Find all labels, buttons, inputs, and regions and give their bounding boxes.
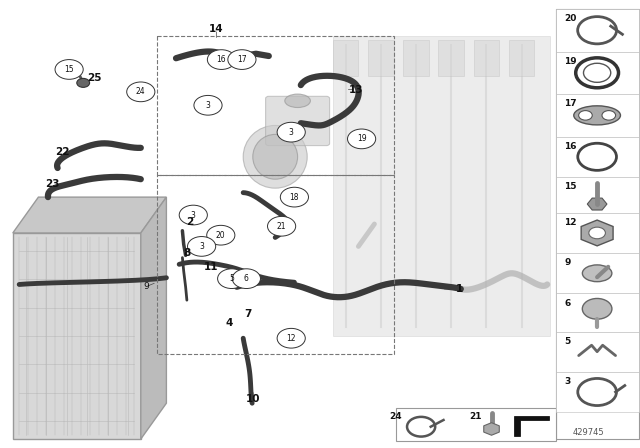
- FancyBboxPatch shape: [333, 40, 358, 76]
- Circle shape: [184, 209, 202, 221]
- Text: 15: 15: [64, 65, 74, 74]
- FancyBboxPatch shape: [556, 253, 639, 293]
- Circle shape: [228, 50, 256, 69]
- Circle shape: [55, 60, 83, 79]
- Text: 14: 14: [209, 24, 223, 34]
- FancyBboxPatch shape: [368, 40, 394, 76]
- Text: 18: 18: [290, 193, 299, 202]
- Text: 20: 20: [216, 231, 226, 240]
- FancyBboxPatch shape: [509, 40, 534, 76]
- FancyBboxPatch shape: [396, 408, 556, 441]
- Ellipse shape: [253, 134, 298, 179]
- FancyBboxPatch shape: [556, 9, 639, 52]
- FancyBboxPatch shape: [556, 177, 639, 213]
- Circle shape: [218, 269, 246, 289]
- Polygon shape: [333, 36, 550, 336]
- Circle shape: [582, 298, 612, 319]
- FancyBboxPatch shape: [474, 40, 499, 76]
- Text: 5: 5: [564, 337, 571, 346]
- Text: 3: 3: [564, 377, 571, 386]
- Text: 21: 21: [277, 222, 286, 231]
- Circle shape: [280, 187, 308, 207]
- Text: 19: 19: [564, 57, 577, 66]
- FancyBboxPatch shape: [556, 52, 639, 94]
- Polygon shape: [588, 198, 607, 210]
- Text: 3: 3: [191, 211, 196, 220]
- Polygon shape: [13, 197, 166, 233]
- Text: 9: 9: [143, 282, 148, 291]
- Text: 11: 11: [204, 262, 218, 271]
- Text: 17: 17: [237, 55, 247, 64]
- Text: 16: 16: [564, 142, 577, 151]
- Text: 3: 3: [289, 128, 294, 137]
- Polygon shape: [581, 220, 613, 246]
- Text: 24: 24: [136, 87, 146, 96]
- FancyBboxPatch shape: [438, 40, 464, 76]
- Text: 6: 6: [244, 274, 249, 283]
- Circle shape: [589, 227, 605, 239]
- Text: 16: 16: [216, 55, 227, 64]
- FancyBboxPatch shape: [556, 9, 639, 439]
- FancyBboxPatch shape: [556, 332, 639, 372]
- Text: 3: 3: [205, 101, 211, 110]
- Text: 6: 6: [564, 299, 571, 308]
- Circle shape: [207, 225, 235, 245]
- Polygon shape: [141, 197, 166, 439]
- Ellipse shape: [285, 94, 310, 108]
- Circle shape: [277, 122, 305, 142]
- Circle shape: [188, 237, 216, 256]
- Text: 7: 7: [244, 309, 252, 319]
- Text: 2: 2: [186, 217, 193, 227]
- Text: 1: 1: [456, 284, 463, 294]
- Polygon shape: [484, 423, 499, 435]
- Ellipse shape: [574, 106, 620, 125]
- FancyBboxPatch shape: [556, 213, 639, 253]
- Text: 429745: 429745: [573, 428, 605, 437]
- Circle shape: [348, 129, 376, 149]
- Circle shape: [282, 126, 300, 138]
- Text: 3: 3: [199, 242, 204, 251]
- FancyBboxPatch shape: [556, 94, 639, 137]
- Text: 22: 22: [56, 147, 70, 157]
- Text: 21: 21: [469, 412, 482, 421]
- Circle shape: [268, 216, 296, 236]
- Polygon shape: [13, 233, 141, 439]
- Circle shape: [194, 95, 222, 115]
- Circle shape: [199, 99, 217, 112]
- FancyBboxPatch shape: [556, 293, 639, 332]
- Text: 10: 10: [246, 394, 260, 404]
- Circle shape: [77, 78, 90, 87]
- Circle shape: [207, 50, 236, 69]
- FancyBboxPatch shape: [266, 96, 330, 146]
- FancyBboxPatch shape: [556, 137, 639, 177]
- Text: 17: 17: [564, 99, 577, 108]
- Text: 12: 12: [287, 334, 296, 343]
- Text: 13: 13: [349, 85, 363, 95]
- Circle shape: [602, 111, 616, 120]
- Text: 15: 15: [564, 182, 577, 191]
- Ellipse shape: [243, 125, 307, 188]
- Circle shape: [277, 328, 305, 348]
- Text: 20: 20: [564, 14, 577, 23]
- FancyBboxPatch shape: [403, 40, 429, 76]
- Circle shape: [193, 240, 211, 253]
- Text: 4: 4: [225, 318, 233, 327]
- Circle shape: [127, 82, 155, 102]
- FancyBboxPatch shape: [556, 372, 639, 412]
- Text: 12: 12: [564, 218, 577, 227]
- Text: 8: 8: [183, 248, 191, 258]
- Text: 23: 23: [45, 179, 60, 189]
- Text: 19: 19: [356, 134, 367, 143]
- Text: 5: 5: [229, 274, 234, 283]
- Circle shape: [579, 111, 592, 120]
- Polygon shape: [514, 416, 549, 435]
- Ellipse shape: [582, 265, 612, 282]
- Text: 24: 24: [389, 412, 402, 421]
- Text: 25: 25: [88, 73, 102, 83]
- Circle shape: [232, 269, 260, 289]
- Text: 9: 9: [564, 258, 571, 267]
- Circle shape: [179, 205, 207, 225]
